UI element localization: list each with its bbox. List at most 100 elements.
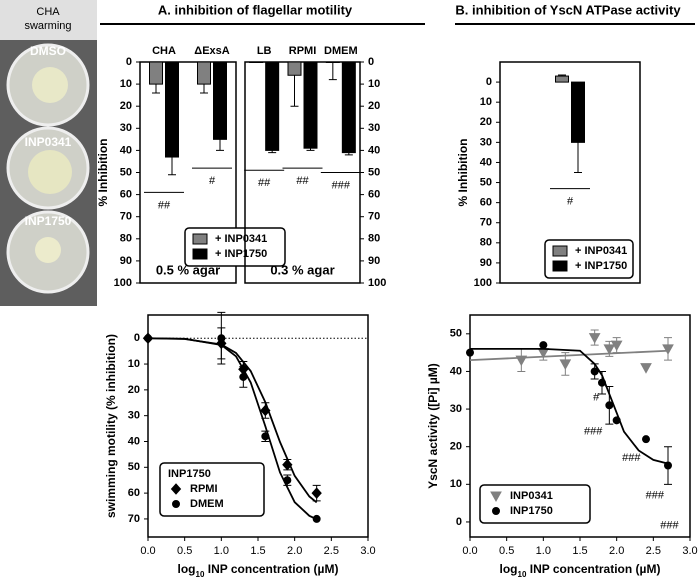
legend-swatch (552, 260, 568, 272)
marker (283, 476, 292, 485)
x-axis-label-part: log (500, 562, 518, 576)
bar (303, 61, 318, 149)
category-label: RPMI (289, 45, 317, 57)
marker (559, 359, 572, 370)
legend-title: INP1750 (168, 468, 211, 480)
marker (261, 432, 270, 441)
y-tick-label: 20 (128, 384, 140, 396)
dish-label: INP0341 (25, 135, 72, 149)
bar (149, 61, 163, 85)
x-tick-label: 1.0 (536, 545, 551, 557)
marker (610, 340, 623, 352)
legend-swatch (552, 245, 568, 257)
y-tick-label: 40 (450, 365, 462, 377)
legend-label: + INP1750 (215, 248, 267, 260)
y-tick-label: 30 (128, 410, 140, 422)
y-tick-label: 0 (486, 76, 492, 88)
y-tick-label: 30 (368, 122, 380, 134)
marker (515, 355, 528, 367)
y-tick-label: 50 (450, 328, 462, 340)
marker (605, 401, 614, 410)
panel-b-header: B. inhibition of YscN ATPase activity (455, 2, 681, 17)
bar (197, 61, 211, 85)
y-tick-label: 20 (450, 441, 462, 453)
y-tick-label: 0 (368, 56, 374, 68)
marker (260, 404, 271, 417)
photo: CHA swarming DMSO INP0341 INP1750 (0, 0, 97, 306)
colony (32, 67, 68, 103)
marker (598, 378, 606, 387)
plot-frame (499, 61, 641, 284)
y-tick-label: 40 (368, 144, 380, 156)
fit-curve (469, 349, 669, 362)
marker (612, 416, 621, 425)
y-tick-label: 40 (128, 435, 140, 447)
y-tick-label: 40 (120, 144, 132, 156)
marker (590, 367, 599, 376)
significance-label: ## (158, 199, 171, 211)
annotation: ### (584, 426, 603, 438)
annotation: ### (622, 452, 641, 464)
y-tick-label: 10 (120, 78, 132, 90)
significance-label: # (567, 195, 574, 207)
x-tick-label: 3.0 (360, 545, 375, 557)
marker (172, 500, 180, 508)
y-tick-label: 30 (450, 403, 462, 415)
error-bar (200, 84, 208, 94)
legend-label: DMEM (190, 498, 224, 510)
bar (165, 61, 179, 158)
y-tick-label: 60 (480, 197, 492, 209)
legend-label: INP1750 (510, 505, 553, 517)
significance-label: ## (296, 175, 309, 187)
photo-caption-band (0, 0, 97, 40)
marker (466, 348, 474, 357)
annotation: ### (646, 490, 665, 502)
error-bar (306, 148, 315, 151)
x-tick-label: 2.0 (287, 545, 302, 557)
colony (35, 237, 61, 263)
y-tick-label: 50 (480, 176, 492, 188)
y-tick-label: 20 (120, 100, 132, 112)
y-tick-label: 100 (368, 277, 386, 289)
x-tick-label: 1.5 (572, 545, 587, 557)
category-label: CHA (152, 45, 176, 57)
x-tick-label: 0.0 (140, 545, 155, 557)
dish-label: DMSO (30, 44, 66, 58)
x-axis-label-part: log (178, 562, 196, 576)
legend (479, 484, 591, 524)
y-tick-label: 70 (480, 217, 492, 229)
marker (588, 333, 601, 344)
y-tick-label: 90 (120, 255, 132, 267)
x-axis-label: log10 INP concentration (µM) (500, 562, 661, 578)
y-tick-label: 50 (120, 166, 132, 178)
legend-label: RPMI (190, 483, 218, 495)
y-tick-label: 10 (368, 78, 380, 90)
x-tick-label: 0.5 (499, 545, 514, 557)
bar (341, 61, 356, 154)
y-tick-label: 100 (114, 277, 132, 289)
colony (28, 150, 72, 194)
annotation: # (593, 392, 600, 404)
marker (640, 363, 652, 374)
marker (144, 334, 152, 343)
y-tick-label: 50 (128, 461, 140, 473)
y-tick-label: 90 (368, 255, 380, 267)
y-tick-label: 90 (480, 257, 492, 269)
legend-swatch (192, 248, 208, 260)
y-tick-label: 20 (368, 100, 380, 112)
bar (265, 61, 280, 151)
x-tick-label: 2.5 (324, 545, 339, 557)
marker (642, 435, 650, 444)
y-tick-label: 60 (120, 189, 132, 201)
y-tick-label: 70 (128, 513, 140, 525)
x-tick-label: 0.0 (462, 545, 477, 557)
y-axis-label: % Inhibition (456, 139, 470, 207)
bar (555, 75, 569, 83)
y-tick-label: 70 (120, 211, 132, 223)
bar (287, 61, 302, 76)
fit-curve (147, 337, 318, 521)
fit-curve (470, 347, 669, 465)
marker (603, 344, 616, 355)
marker (539, 341, 548, 350)
